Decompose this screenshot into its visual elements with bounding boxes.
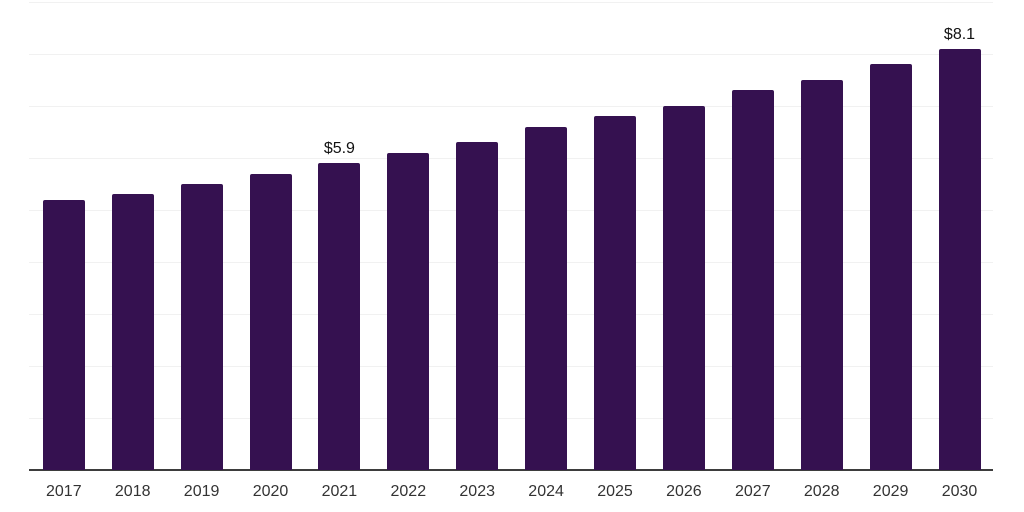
- bar: [869, 64, 912, 470]
- x-tick-label: 2029: [872, 483, 909, 500]
- x-tick-label: 2021: [321, 483, 358, 500]
- x-tick-label: 2019: [183, 483, 220, 500]
- gridline: [29, 314, 993, 315]
- bar: [42, 199, 85, 470]
- gridline: [29, 54, 993, 55]
- x-tick-label: 2018: [114, 483, 151, 500]
- bar: [662, 106, 705, 470]
- gridline: [29, 418, 993, 419]
- bar: [249, 173, 292, 470]
- x-tick-label: 2020: [252, 483, 289, 500]
- x-tick-label: 2030: [941, 483, 978, 500]
- x-tick-label: 2028: [803, 483, 840, 500]
- bar: [318, 163, 361, 470]
- bar: [938, 48, 981, 470]
- bar-value-label: $5.9: [323, 140, 355, 158]
- bar: [525, 126, 568, 470]
- bar: [594, 116, 636, 470]
- gridline: [29, 158, 993, 159]
- gridline: [29, 366, 993, 367]
- x-tick-label: 2027: [735, 483, 771, 500]
- x-tick-label: 2022: [390, 483, 427, 500]
- bar: [387, 152, 430, 470]
- x-tick-label: 2023: [459, 483, 495, 500]
- gridline: [29, 210, 993, 211]
- x-tick-label: 2025: [597, 483, 633, 500]
- bar: [180, 184, 223, 470]
- x-axis-line: [29, 469, 993, 471]
- x-tick-label: 2026: [666, 483, 702, 500]
- x-tick-label: 2017: [46, 483, 82, 500]
- bar-value-label: $8.1: [943, 25, 976, 43]
- bar: [800, 80, 843, 470]
- bar: [111, 194, 154, 470]
- gridline: [29, 262, 993, 263]
- bar: [731, 90, 774, 470]
- x-tick-label: 2024: [528, 483, 564, 500]
- gridline: [29, 2, 993, 3]
- bar: [456, 142, 499, 470]
- gridline: [29, 106, 993, 107]
